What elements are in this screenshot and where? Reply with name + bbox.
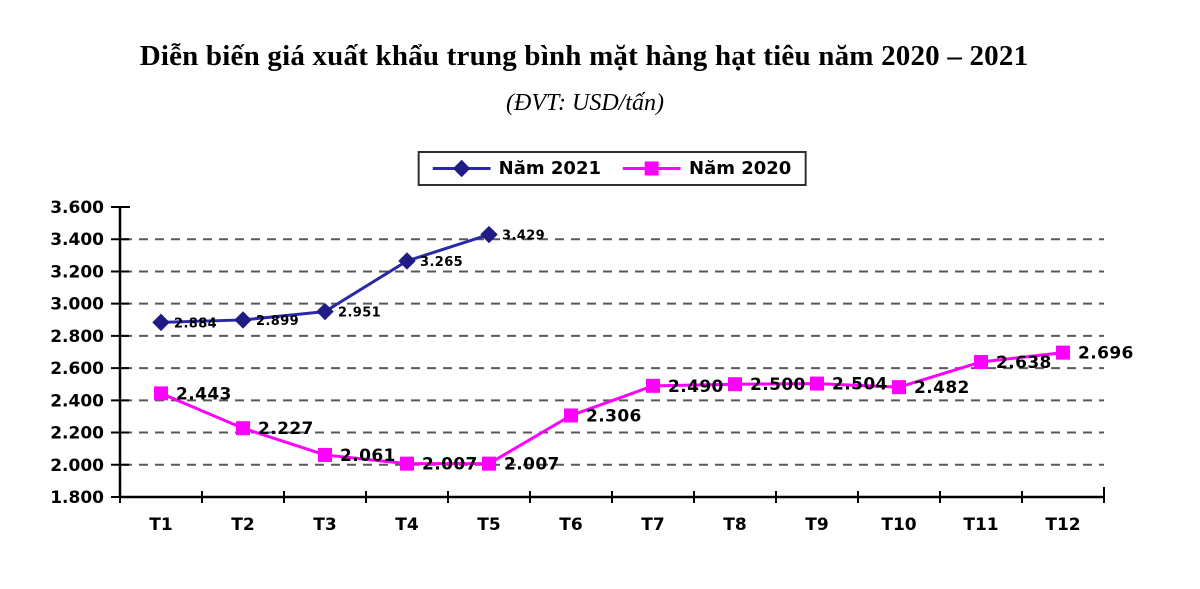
square-marker-icon (810, 376, 824, 391)
square-marker-icon (728, 377, 742, 392)
square-marker-icon (974, 354, 988, 369)
x-axis-label: T1 (149, 515, 172, 535)
square-marker-icon (400, 456, 414, 471)
square-marker-icon (645, 161, 659, 176)
line-square-marker-icon (623, 161, 681, 176)
y-axis-label: 1.800 (50, 488, 104, 508)
x-axis-label: T7 (641, 515, 664, 535)
square-marker-icon (892, 380, 906, 395)
data-label: 2.227 (258, 419, 314, 439)
diamond-marker-icon (452, 160, 471, 177)
x-axis-label: T2 (231, 515, 254, 535)
x-axis-label: T3 (313, 515, 336, 535)
data-label: 2.061 (340, 446, 396, 466)
square-marker-icon (564, 408, 578, 423)
data-label: 2.007 (504, 455, 560, 475)
diamond-marker-icon (316, 302, 334, 321)
chart-title: Diễn biến giá xuất khẩu trung bình mặt h… (139, 40, 1029, 72)
diamond-marker-icon (234, 311, 252, 329)
y-axis-label: 2.200 (50, 424, 104, 444)
y-axis-label: 2.400 (50, 391, 104, 411)
data-label: 2.638 (996, 353, 1052, 373)
data-label: 2.490 (668, 377, 724, 397)
x-axis-label: T11 (963, 515, 998, 535)
y-axis-label: 3.000 (50, 295, 104, 315)
y-axis-label: 2.600 (50, 359, 104, 379)
data-label: 3.429 (502, 229, 545, 244)
legend-label-2020: Năm 2020 (689, 158, 792, 179)
series-line (160, 351, 1064, 466)
square-marker-icon (318, 447, 332, 462)
chart-legend: Năm 2021 Năm 2020 (417, 151, 807, 186)
data-label: 2.007 (422, 455, 478, 475)
x-axis-label: T5 (477, 515, 500, 535)
data-label: 2.899 (256, 314, 299, 329)
y-axis-label: 3.400 (50, 230, 104, 250)
data-label: 2.951 (338, 306, 381, 321)
chart-subtitle: (ĐVT: USD/tấn) (506, 90, 664, 116)
data-label: 2.443 (176, 384, 232, 404)
series-năm-2021: 2.884 2.899 2.951 3.265 3.429 (152, 225, 545, 332)
diamond-marker-icon (480, 225, 498, 244)
square-marker-icon (1056, 345, 1070, 360)
y-axis-label: 2.800 (50, 327, 104, 347)
line-diamond-marker-icon (432, 160, 491, 177)
data-label: 2.306 (586, 406, 642, 426)
data-label: 2.696 (1078, 344, 1134, 364)
x-axis-label: T12 (1045, 515, 1080, 535)
data-label: 3.265 (420, 255, 463, 270)
legend-item-2021: Năm 2021 (432, 158, 601, 179)
square-marker-icon (482, 456, 496, 471)
x-axis-label: T9 (805, 515, 828, 535)
x-axis-label: T4 (395, 515, 419, 535)
diamond-marker-icon (152, 313, 170, 332)
y-axis-label: 3.600 (50, 198, 104, 218)
data-label: 2.504 (832, 375, 888, 395)
data-label: 2.482 (914, 378, 970, 398)
data-label: 2.500 (750, 375, 806, 395)
series-năm-2020: 2.443 2.227 2.061 2.007 2.007 2.306 2.490 2.500… (154, 344, 1134, 475)
data-label: 2.884 (174, 316, 217, 331)
x-axis-label: T8 (723, 515, 746, 535)
square-marker-icon (236, 421, 250, 436)
x-axis-label: T6 (559, 515, 582, 535)
square-marker-icon (646, 378, 660, 393)
diamond-marker-icon (398, 252, 416, 270)
y-axis-label: 2.000 (50, 456, 104, 476)
legend-item-2020: Năm 2020 (623, 158, 791, 179)
square-marker-icon (154, 386, 168, 401)
x-axis-label: T10 (881, 515, 916, 535)
y-axis-label: 3.200 (50, 262, 104, 282)
legend-label-2021: Năm 2021 (498, 158, 601, 179)
